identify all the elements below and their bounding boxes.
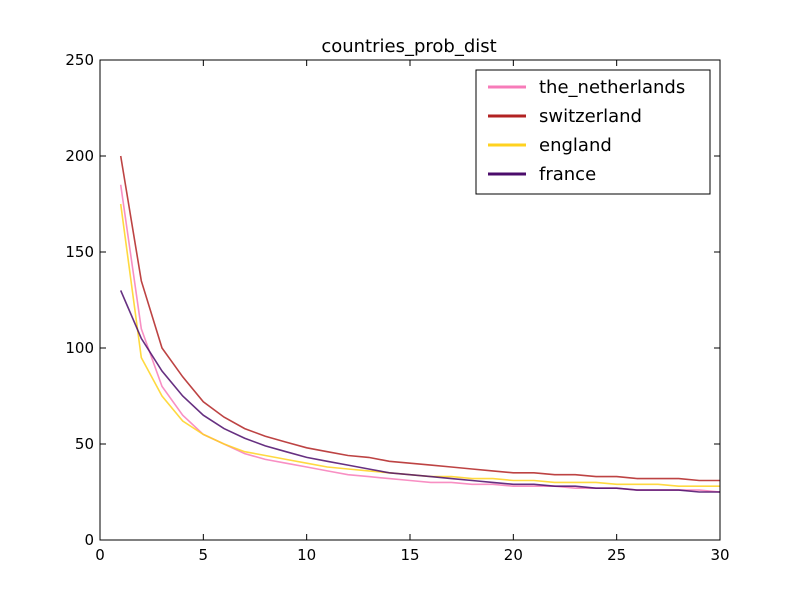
x-tick-label: 20 bbox=[504, 546, 523, 564]
y-tick-label: 200 bbox=[65, 147, 94, 165]
y-tick-label: 150 bbox=[65, 243, 94, 261]
y-tick-label: 0 bbox=[84, 531, 94, 549]
y-tick-label: 250 bbox=[65, 51, 94, 69]
chart-title: countries_prob_dist bbox=[321, 36, 496, 57]
series-line-the_netherlands bbox=[119, 184, 721, 493]
x-tick-label: 5 bbox=[199, 546, 209, 564]
series-line-switzerland bbox=[119, 155, 720, 482]
y-tick-label: 50 bbox=[75, 435, 94, 453]
plot-lines bbox=[119, 155, 721, 493]
x-tick-label: 25 bbox=[607, 546, 626, 564]
series-line-england bbox=[119, 203, 720, 488]
x-tick-label: 0 bbox=[95, 546, 105, 564]
legend: the_netherlands switzerland england france bbox=[475, 69, 711, 195]
legend-label-france: france bbox=[539, 164, 596, 185]
legend-label-the_netherlands: the_netherlands bbox=[539, 77, 685, 98]
series-line-france bbox=[119, 290, 720, 493]
x-tick-label: 30 bbox=[710, 546, 729, 564]
legend-label-switzerland: switzerland bbox=[539, 106, 642, 127]
legend-label-england: england bbox=[539, 135, 612, 156]
y-tick-label: 100 bbox=[65, 339, 94, 357]
x-tick-label: 15 bbox=[400, 546, 419, 564]
x-tick-label: 10 bbox=[297, 546, 316, 564]
axis-ticks: 0 5 10 15 20 25 30 0 50 100 150 200 250 bbox=[65, 51, 729, 564]
